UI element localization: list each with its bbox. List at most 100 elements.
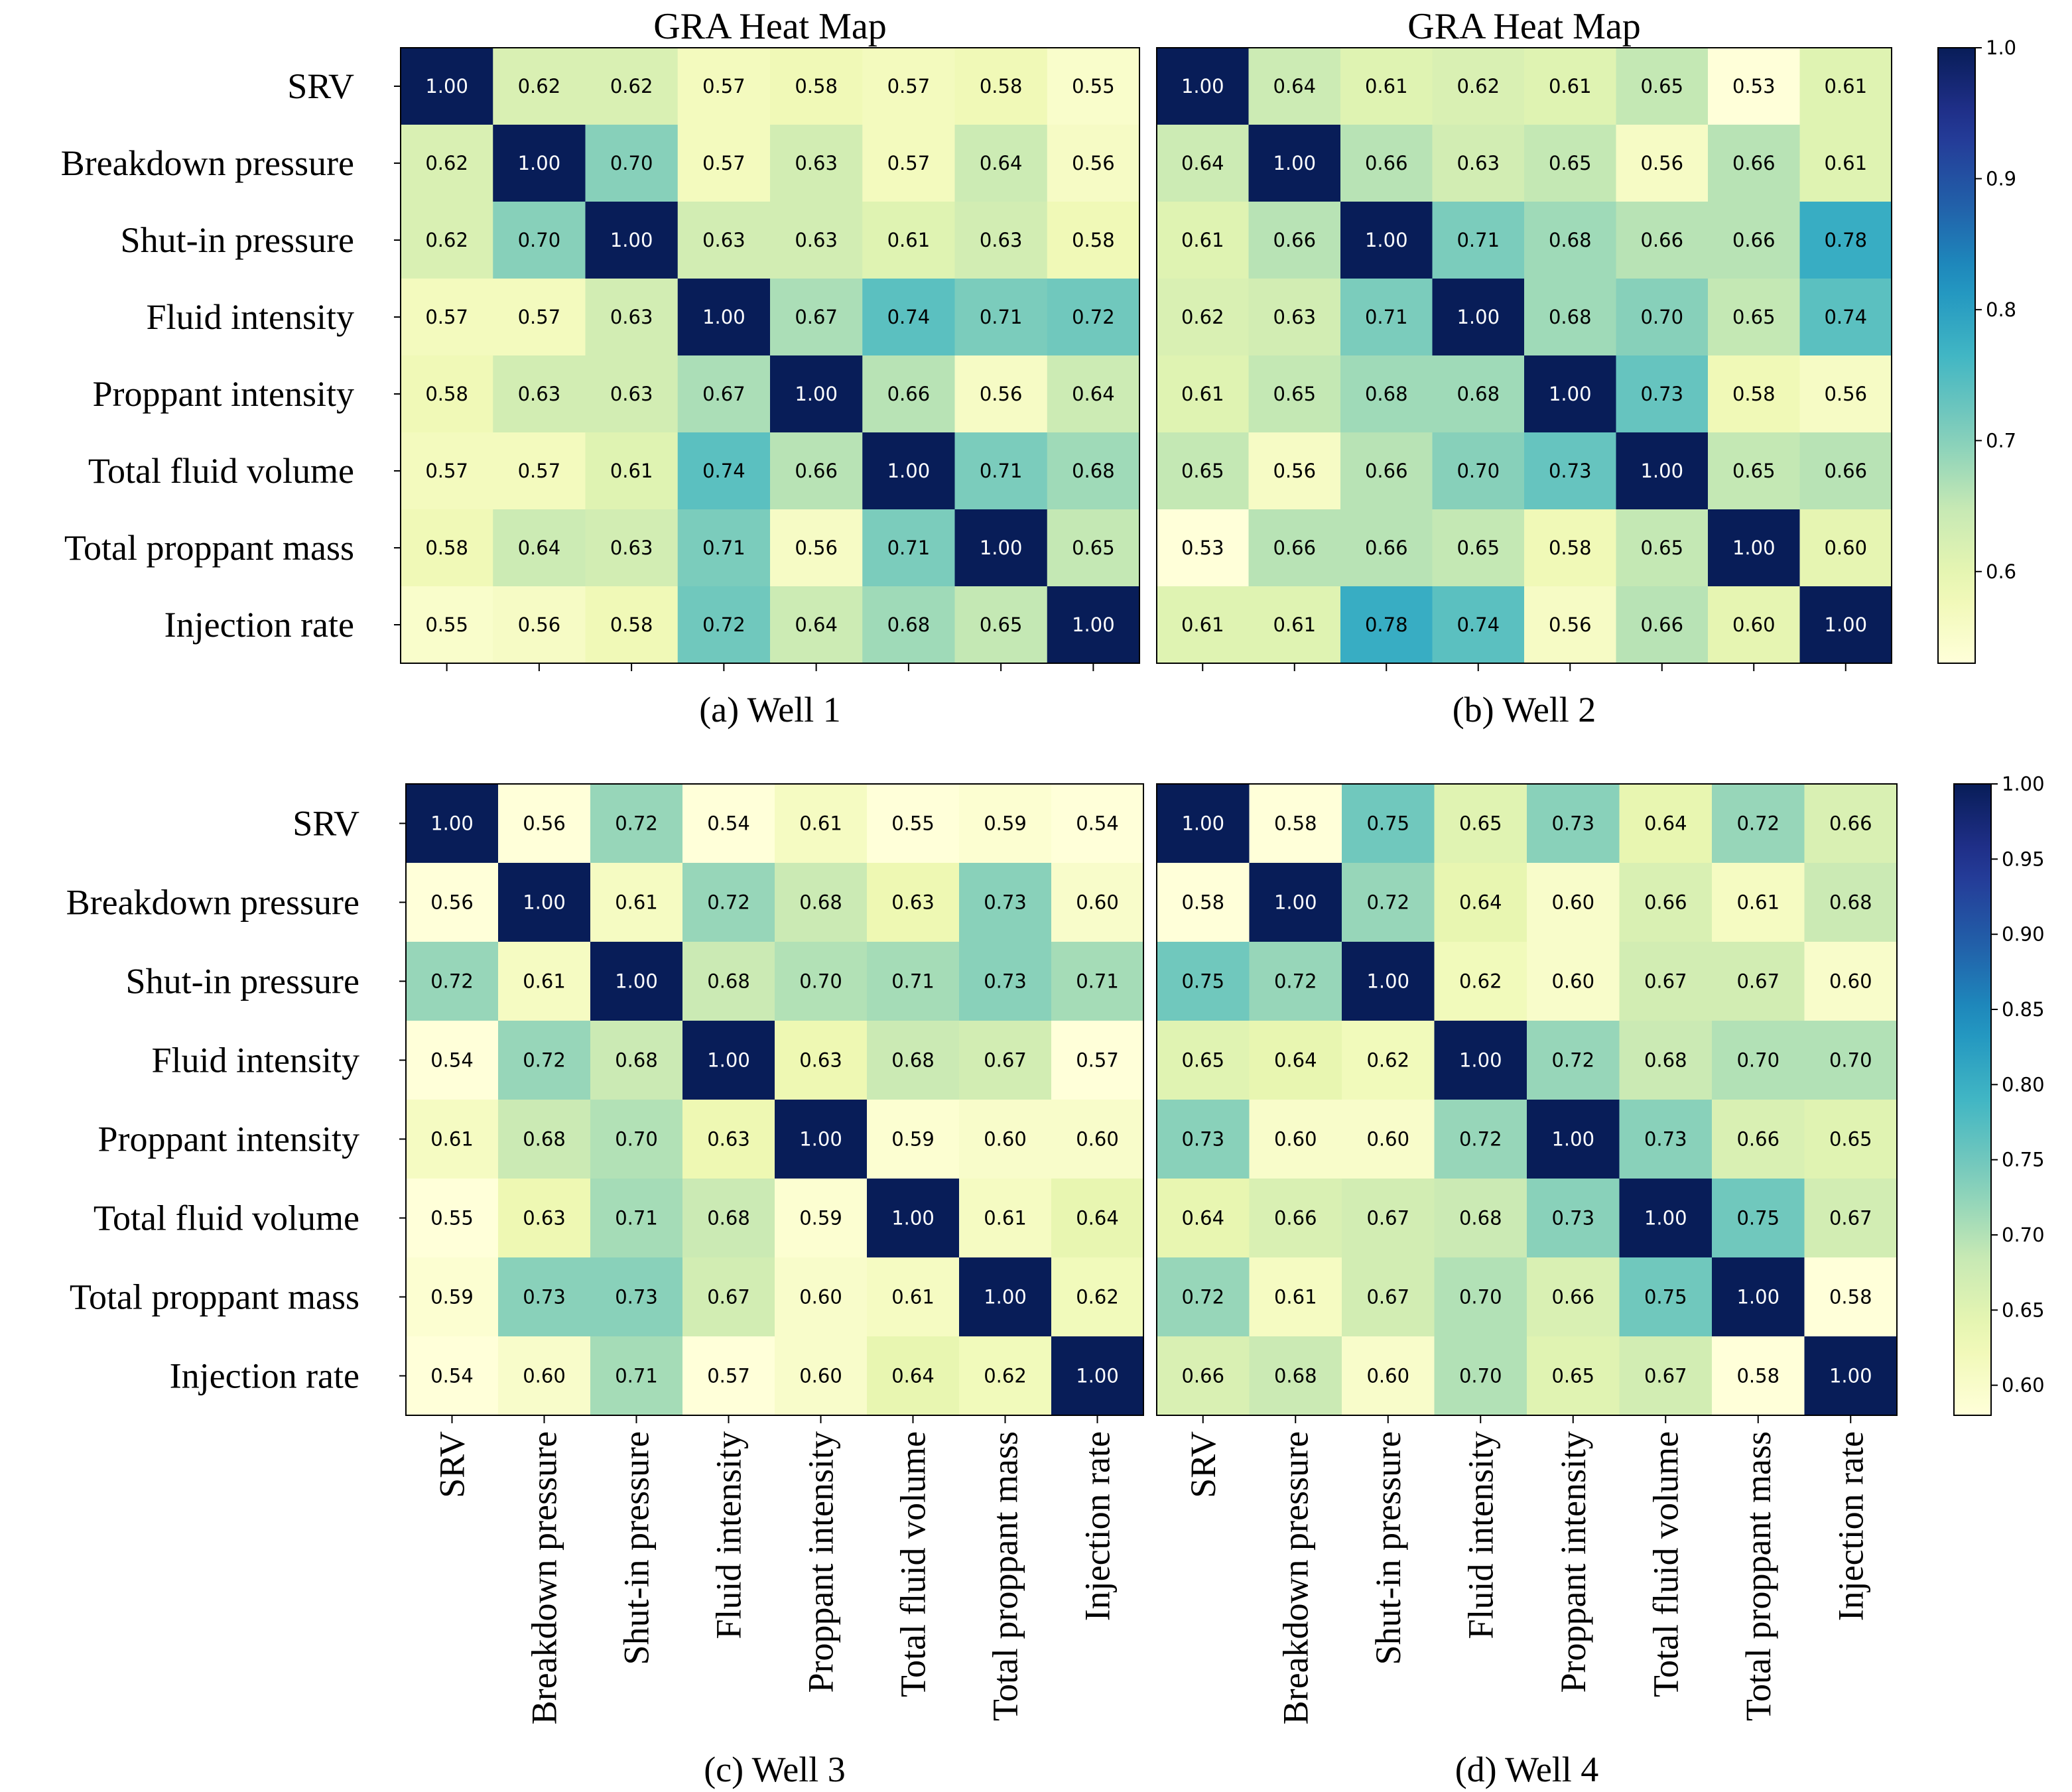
cell-value-label: 0.65 <box>1459 812 1502 835</box>
heatmap-cell <box>775 1021 868 1100</box>
cell-value-label: 0.59 <box>799 1207 842 1230</box>
heatmap-cell <box>1799 48 1892 125</box>
heatmap-cell <box>770 355 863 433</box>
cell-value-label: 0.70 <box>610 152 653 174</box>
colorbar-tick-label: 0.90 <box>2002 923 2045 946</box>
cell-value-label: 1.00 <box>610 229 653 251</box>
cell-value-label: 0.65 <box>1457 537 1500 559</box>
cell-value-label: 0.57 <box>887 152 931 174</box>
cell-value-label: 0.64 <box>1644 812 1687 835</box>
heatmap-cell <box>1804 784 1898 864</box>
cell-value-label: 0.62 <box>1366 1049 1409 1072</box>
heatmap-cell <box>1047 586 1140 664</box>
heatmap-cell <box>1432 355 1525 433</box>
cell-value-label: 0.71 <box>615 1207 658 1230</box>
heatmap-cell <box>1047 509 1140 587</box>
heatmap-cell <box>1619 1021 1713 1100</box>
heatmap-cell <box>1712 942 1805 1021</box>
cell-value-label: 0.62 <box>1457 75 1500 97</box>
colorbar-tick-label: 0.75 <box>2002 1149 2045 1171</box>
cell-value-label: 0.61 <box>1736 891 1780 914</box>
cell-value-label: 1.00 <box>984 1286 1027 1309</box>
panel-frame <box>1156 47 1892 664</box>
heatmap-cell <box>1340 279 1433 356</box>
cell-value-label: 0.64 <box>1459 891 1502 914</box>
cell-value-label: 0.56 <box>980 383 1023 405</box>
panel-frame <box>400 47 1140 664</box>
cell-value-label: 0.74 <box>887 306 931 328</box>
y-tick-label: Fluid intensity <box>151 1041 359 1080</box>
heatmap-cell <box>682 1021 775 1100</box>
x-tick-label: Breakdown pressure <box>1275 1431 1315 1724</box>
heatmap-cell <box>1342 1179 1435 1258</box>
x-tick-label: SRV <box>432 1431 472 1498</box>
heatmap-cell <box>1804 863 1898 942</box>
cell-value-label: 1.00 <box>1732 537 1776 559</box>
heatmap-cell <box>1157 432 1250 510</box>
heatmap-cell <box>1434 863 1527 942</box>
heatmap-cell <box>1708 586 1801 664</box>
cell-value-label: 0.71 <box>1076 970 1119 993</box>
heatmap-cell <box>1619 863 1713 942</box>
heatmap-cell <box>867 942 960 1021</box>
cell-value-label: 0.61 <box>887 229 931 251</box>
cell-value-label: 1.00 <box>1076 1365 1119 1387</box>
cell-value-label: 0.68 <box>1072 460 1115 482</box>
heatmap-cell <box>1708 202 1801 279</box>
cell-value-label: 0.60 <box>1551 970 1594 993</box>
heatmap-cell <box>954 125 1048 202</box>
heatmap-cell <box>677 279 771 356</box>
cell-value-label: 0.73 <box>1551 812 1594 835</box>
heatmap-cell <box>1619 1179 1713 1258</box>
heatmap-cell <box>770 509 863 587</box>
cell-value-label: 0.59 <box>984 812 1027 835</box>
heatmap-cell <box>1432 202 1525 279</box>
heatmap-cell <box>775 1257 868 1337</box>
heatmap-cell <box>677 432 771 510</box>
cell-value-label: 0.61 <box>615 891 658 914</box>
cell-value-label: 0.68 <box>707 970 750 993</box>
heatmap-cell <box>959 1021 1052 1100</box>
heatmap-cell <box>1157 1021 1250 1100</box>
cell-value-label: 0.71 <box>887 537 931 559</box>
heatmap-cell <box>770 279 863 356</box>
cell-value-label: 0.74 <box>1824 306 1867 328</box>
cell-value-label: 0.74 <box>1457 613 1500 636</box>
heatmap-cell <box>1432 48 1525 125</box>
cell-value-label: 0.66 <box>1551 1286 1594 1309</box>
cell-value-label: 0.57 <box>518 306 561 328</box>
heatmap-cell <box>1616 279 1709 356</box>
cell-value-label: 0.57 <box>702 75 745 97</box>
cell-value-label: 0.64 <box>891 1365 935 1387</box>
cell-value-label: 0.71 <box>891 970 935 993</box>
cell-value-label: 0.65 <box>1072 537 1115 559</box>
heatmap-cell <box>401 202 493 279</box>
heatmap-cell <box>959 942 1052 1021</box>
cell-value-label: 0.70 <box>1457 460 1500 482</box>
heatmap-cell <box>1157 1100 1250 1179</box>
cell-value-label: 0.71 <box>980 460 1023 482</box>
heatmap-cell <box>1799 279 1892 356</box>
heatmap-cell <box>1157 863 1250 942</box>
heatmap-panel-4: 1.00 0.58 0.75 0.65 0.73 0.64 0.72 0.66 0.58 1.00… <box>1156 783 1898 1789</box>
cell-value-label: 0.67 <box>1829 1207 1872 1230</box>
heatmap-cell <box>954 355 1048 433</box>
heatmap-cell <box>1051 942 1144 1021</box>
heatmap-cell <box>1619 784 1713 864</box>
cell-value-label: 1.00 <box>523 891 566 914</box>
heatmap-cell <box>1527 1179 1620 1258</box>
cell-value-label: 1.00 <box>1274 891 1317 914</box>
x-tick-label: Proppant intensity <box>801 1431 841 1693</box>
cell-value-label: 0.55 <box>891 812 935 835</box>
cell-value-label: 0.71 <box>615 1365 658 1387</box>
cell-value-label: 0.58 <box>795 75 838 97</box>
cell-value-label: 0.64 <box>1076 1207 1119 1230</box>
cell-value-label: 1.00 <box>1736 1286 1780 1309</box>
cell-value-label: 0.61 <box>891 1286 935 1309</box>
heatmap-cell <box>775 1179 868 1258</box>
cell-value-label: 1.00 <box>1829 1365 1872 1387</box>
heatmap-cell <box>1248 509 1341 587</box>
cell-value-label: 0.60 <box>1551 891 1594 914</box>
cell-value-label: 0.63 <box>799 1049 842 1072</box>
heatmap-cell <box>585 355 679 433</box>
